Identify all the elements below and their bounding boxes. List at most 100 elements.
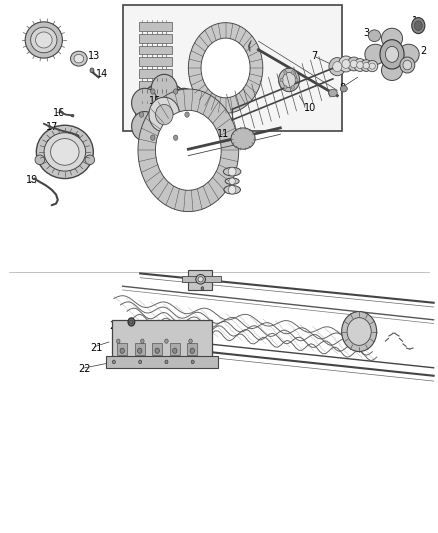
Text: 14: 14 xyxy=(96,69,109,78)
Text: 21: 21 xyxy=(90,343,102,352)
Bar xyxy=(139,46,172,54)
Ellipse shape xyxy=(201,287,204,290)
Ellipse shape xyxy=(365,44,386,64)
Ellipse shape xyxy=(381,60,403,80)
Ellipse shape xyxy=(291,71,294,75)
Text: 2: 2 xyxy=(420,46,427,55)
Ellipse shape xyxy=(120,348,124,353)
Bar xyxy=(106,356,218,368)
Ellipse shape xyxy=(151,74,177,103)
Ellipse shape xyxy=(280,78,283,82)
Text: 12: 12 xyxy=(26,33,39,42)
Ellipse shape xyxy=(284,71,287,75)
Ellipse shape xyxy=(198,277,203,282)
Ellipse shape xyxy=(117,339,120,343)
Ellipse shape xyxy=(44,133,86,171)
Ellipse shape xyxy=(165,339,168,343)
Ellipse shape xyxy=(190,348,194,353)
Ellipse shape xyxy=(224,185,240,194)
Ellipse shape xyxy=(414,21,422,30)
Bar xyxy=(135,343,145,355)
Ellipse shape xyxy=(342,311,377,352)
Ellipse shape xyxy=(354,59,366,71)
Bar xyxy=(112,320,212,358)
Text: 16: 16 xyxy=(53,108,65,118)
Ellipse shape xyxy=(141,339,144,343)
Ellipse shape xyxy=(284,85,287,89)
Ellipse shape xyxy=(201,38,250,98)
Ellipse shape xyxy=(228,167,236,176)
Ellipse shape xyxy=(363,62,369,69)
Bar xyxy=(187,343,197,355)
Ellipse shape xyxy=(151,126,177,155)
Ellipse shape xyxy=(229,178,235,184)
Ellipse shape xyxy=(50,139,79,165)
Bar xyxy=(117,343,127,355)
Text: 18: 18 xyxy=(46,140,58,150)
Bar xyxy=(139,22,172,31)
Ellipse shape xyxy=(74,54,84,63)
Ellipse shape xyxy=(185,112,189,117)
Ellipse shape xyxy=(128,318,135,326)
Ellipse shape xyxy=(340,85,347,92)
Ellipse shape xyxy=(403,60,412,70)
Text: 6: 6 xyxy=(399,60,406,70)
Ellipse shape xyxy=(90,68,94,73)
Bar xyxy=(139,34,172,43)
Ellipse shape xyxy=(231,128,255,149)
Text: 22: 22 xyxy=(78,364,91,374)
Ellipse shape xyxy=(136,83,193,147)
Ellipse shape xyxy=(381,28,403,49)
Ellipse shape xyxy=(279,68,300,92)
Ellipse shape xyxy=(171,111,197,141)
Ellipse shape xyxy=(71,115,74,117)
Ellipse shape xyxy=(368,30,381,42)
Ellipse shape xyxy=(131,111,158,141)
Text: 19: 19 xyxy=(26,175,39,185)
Ellipse shape xyxy=(398,44,419,64)
Ellipse shape xyxy=(380,39,404,69)
Ellipse shape xyxy=(149,97,180,132)
Ellipse shape xyxy=(171,88,197,118)
Bar xyxy=(139,81,172,90)
Text: 15: 15 xyxy=(149,96,161,106)
Ellipse shape xyxy=(112,360,116,364)
Bar xyxy=(188,270,212,290)
Ellipse shape xyxy=(151,89,155,94)
Ellipse shape xyxy=(188,22,263,114)
Bar xyxy=(182,276,221,282)
Ellipse shape xyxy=(71,51,87,66)
Text: 1: 1 xyxy=(412,17,418,26)
Ellipse shape xyxy=(347,57,360,71)
Ellipse shape xyxy=(347,318,371,345)
Text: 20: 20 xyxy=(110,321,122,331)
Text: 13: 13 xyxy=(88,51,100,61)
Ellipse shape xyxy=(196,274,205,284)
Ellipse shape xyxy=(31,27,57,53)
Ellipse shape xyxy=(367,60,378,71)
Ellipse shape xyxy=(173,135,178,140)
Ellipse shape xyxy=(35,32,52,48)
Ellipse shape xyxy=(328,89,337,96)
Ellipse shape xyxy=(138,348,142,353)
Ellipse shape xyxy=(155,110,221,190)
Text: 8: 8 xyxy=(339,83,346,93)
Ellipse shape xyxy=(342,60,350,68)
Bar xyxy=(123,5,342,131)
Ellipse shape xyxy=(191,360,194,364)
Ellipse shape xyxy=(357,61,364,69)
Ellipse shape xyxy=(283,72,296,87)
Bar xyxy=(139,58,172,66)
Ellipse shape xyxy=(333,62,342,71)
Ellipse shape xyxy=(295,78,298,82)
Text: 11: 11 xyxy=(217,130,230,139)
Ellipse shape xyxy=(189,339,192,343)
Ellipse shape xyxy=(223,167,241,176)
Ellipse shape xyxy=(385,46,399,62)
Text: 9: 9 xyxy=(280,72,286,82)
Bar xyxy=(139,69,172,78)
Bar xyxy=(139,93,172,101)
Ellipse shape xyxy=(225,178,239,184)
Text: 17: 17 xyxy=(46,122,58,132)
Text: 3: 3 xyxy=(364,28,370,38)
